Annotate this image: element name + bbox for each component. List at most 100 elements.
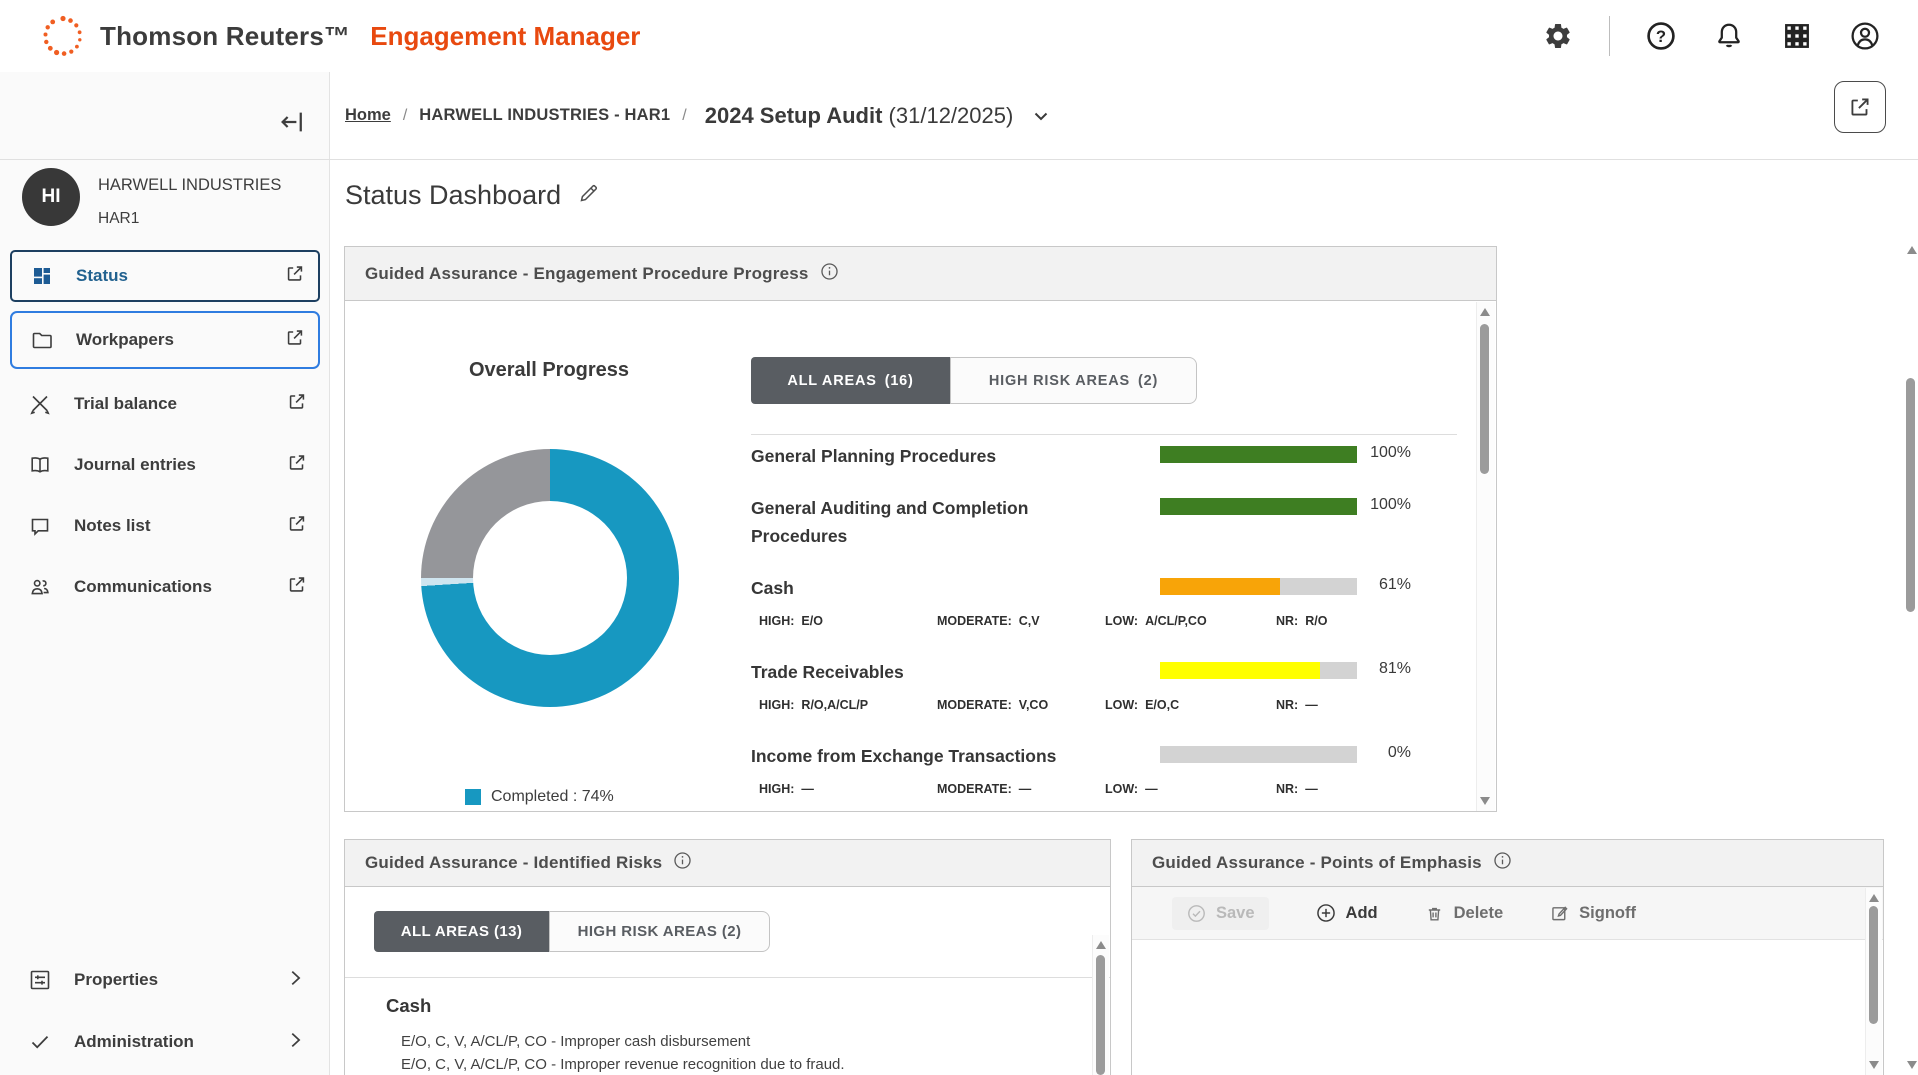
page-title: Status Dashboard — [345, 180, 562, 210]
progress-area-tabs: ALL AREAS (16) HIGH RISK AREAS (2) — [751, 357, 1197, 404]
donut-legend: Completed : 74%In Progress : 1%Not Start… — [465, 783, 617, 812]
sidebar-item-label: Properties — [74, 970, 159, 989]
progress-row: General Auditing and Completion Procedur… — [751, 494, 1463, 550]
progress-row: Trade Receivables 81% HIGH: R/O,A/CL/P MODER… — [751, 658, 1463, 716]
emphasis-scrollbar[interactable] — [1865, 888, 1882, 1075]
brand-block: Thomson Reuters™ Engagement Manager — [40, 13, 640, 59]
chevron-right-icon — [284, 1029, 306, 1056]
panel-title: Guided Assurance - Engagement Procedure … — [365, 263, 809, 283]
sidebar-nav: Status Workpapers Trial balance — [10, 250, 320, 622]
help-icon[interactable]: ? — [1644, 19, 1678, 53]
progress-percent: 81% — [1378, 660, 1411, 677]
sidebar-item-administration[interactable]: Administration — [10, 1020, 320, 1064]
breadcrumb-separator: / — [682, 106, 687, 124]
tabs-divider — [345, 977, 1110, 978]
edit-title-pencil-icon[interactable] — [577, 181, 601, 210]
risk-level: NR: — — [1276, 782, 1318, 796]
save-button[interactable]: Save — [1172, 896, 1269, 930]
sidebar: HI HARWELL INDUSTRIES HAR1 Status W — [0, 72, 330, 1075]
open-in-new-window-button[interactable] — [1834, 81, 1886, 133]
breadcrumb-separator: / — [402, 106, 408, 124]
tab-high-risk-areas[interactable]: HIGH RISK AREAS (2) — [950, 357, 1197, 404]
risk-level: LOW: A/CL/P,CO — [1105, 614, 1207, 628]
add-button[interactable]: Add — [1315, 902, 1378, 924]
risk-level: HIGH: — — [759, 782, 814, 796]
signoff-pencil-icon — [1552, 905, 1568, 920]
sidebar-item-journal-entries[interactable]: Journal entries — [10, 439, 320, 491]
breadcrumb-bar: Home / HARWELL INDUSTRIES - HAR1 / 2024 … — [331, 72, 1918, 159]
progress-row: Cash 61% HIGH: E/O MODERATE: C,V LOW: A/CL/P,CO… — [751, 574, 1463, 632]
account-icon[interactable] — [1848, 19, 1882, 53]
risks-scrollbar[interactable] — [1092, 935, 1109, 1075]
info-icon[interactable] — [672, 850, 693, 876]
breadcrumb: Home / HARWELL INDUSTRIES - HAR1 / 2024 … — [345, 103, 1053, 129]
external-link-icon[interactable] — [284, 327, 306, 354]
chevron-right-icon — [284, 967, 306, 994]
progress-area-name: General Planning Procedures — [751, 446, 997, 466]
external-link-icon[interactable] — [286, 391, 308, 418]
sidebar-item-workpapers[interactable]: Workpapers — [10, 311, 320, 369]
risk-section-name: Cash — [386, 995, 432, 1016]
signoff-button[interactable]: Signoff — [1549, 903, 1636, 924]
assertion-risk-details: HIGH: — MODERATE: — LOW: — NR: — — [751, 782, 1463, 800]
tab-all-areas[interactable]: ALL AREAS (16) — [751, 357, 950, 404]
progress-area-name: Cash — [751, 578, 794, 598]
risk-item: E/O, C, V, A/CL/P, CO - Improper revenue… — [401, 1056, 845, 1073]
overall-progress-title: Overall Progress — [468, 359, 630, 381]
external-link-icon[interactable] — [286, 452, 308, 479]
notifications-icon[interactable] — [1712, 19, 1746, 53]
appbar-icons: ? — [1541, 0, 1882, 72]
settings-icon[interactable] — [1541, 19, 1575, 53]
progress-area-list: General Planning Procedures 100% General A… — [751, 442, 1463, 812]
legend-item: Completed : 74% — [465, 783, 617, 810]
sidebar-item-label: Administration — [74, 1032, 194, 1051]
sidebar-item-notes-list[interactable]: Notes list — [10, 500, 320, 552]
dashboard-icon — [34, 268, 50, 284]
trial-balance-icon — [30, 395, 50, 415]
tab-high-risk-areas[interactable]: HIGH RISK AREAS (2) — [549, 911, 770, 952]
engagement-dropdown-chevron-icon[interactable] — [1029, 104, 1053, 128]
info-icon[interactable] — [1492, 850, 1513, 876]
external-link-icon[interactable] — [284, 263, 306, 290]
progress-panel-body: Overall Progress Completed : 74% In Progr… — [345, 301, 1496, 812]
breadcrumb-home-link[interactable]: Home — [345, 106, 391, 124]
progress-percent: 61% — [1378, 576, 1411, 593]
sidebar-item-trial-balance[interactable]: Trial balance — [10, 378, 320, 430]
sidebar-item-properties[interactable]: Properties — [10, 958, 320, 1002]
sidebar-collapse-icon[interactable] — [272, 102, 312, 142]
panel-header: Guided Assurance - Identified Risks — [345, 840, 1110, 887]
progress-percent: 100% — [1370, 444, 1411, 461]
risk-level: LOW: E/O,C — [1105, 698, 1180, 712]
svg-text:?: ? — [1656, 27, 1666, 46]
progress-bar — [1160, 662, 1357, 679]
sidebar-item-communications[interactable]: Communications — [10, 561, 320, 613]
progress-area-name: Trade Receivables — [751, 662, 904, 682]
app-launcher-icon[interactable] — [1780, 19, 1814, 53]
client-code: HAR1 — [98, 210, 140, 227]
sidebar-item-status[interactable]: Status — [10, 250, 320, 302]
assertion-risk-details: HIGH: R/O,A/CL/P MODERATE: V,CO LOW: E/O,C NR:… — [751, 698, 1463, 716]
external-link-icon[interactable] — [286, 574, 308, 601]
risk-level: NR: R/O — [1276, 614, 1328, 628]
sidebar-item-label: Notes list — [74, 516, 151, 535]
tab-all-areas[interactable]: ALL AREAS (13) — [374, 911, 549, 952]
breadcrumb-client[interactable]: HARWELL INDUSTRIES - HAR1 — [419, 106, 671, 124]
appbar-divider — [1609, 16, 1610, 56]
sidebar-item-label: Communications — [74, 577, 212, 596]
identified-risks-panel: Guided Assurance - Identified Risks ALL … — [344, 839, 1111, 1075]
risk-level: MODERATE: — — [937, 782, 1032, 796]
engagement-procedure-progress-panel: Guided Assurance - Engagement Procedure … — [344, 246, 1497, 812]
info-icon[interactable] — [819, 261, 840, 287]
progress-list-scrollbar[interactable] — [1476, 302, 1495, 811]
brand-name: Thomson Reuters™ — [100, 20, 351, 51]
page-scrollbar[interactable] — [1903, 240, 1918, 1075]
risks-panel-body: ALL AREAS (13) HIGH RISK AREAS (2) Cash … — [345, 887, 1110, 1075]
sidebar-item-label: Trial balance — [74, 394, 177, 413]
panel-title: Guided Assurance - Points of Emphasis — [1152, 853, 1482, 872]
breadcrumb-engagement[interactable]: 2024 Setup Audit (31/12/2025) — [704, 102, 1014, 128]
risks-tabs: ALL AREAS (13) HIGH RISK AREAS (2) — [374, 911, 770, 952]
external-link-icon[interactable] — [286, 513, 308, 540]
delete-button[interactable]: Delete — [1424, 903, 1503, 924]
risk-level: MODERATE: C,V — [937, 614, 1040, 628]
